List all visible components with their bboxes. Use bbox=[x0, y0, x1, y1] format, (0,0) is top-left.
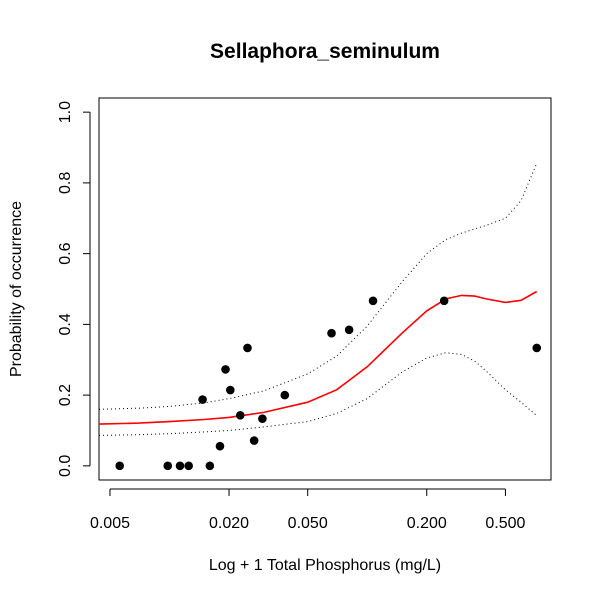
data-point bbox=[258, 414, 267, 424]
x-axis-label: Log + 1 Total Phosphorus (mg/L) bbox=[209, 557, 441, 574]
data-point bbox=[226, 385, 235, 395]
points-layer bbox=[115, 296, 542, 471]
data-point bbox=[163, 461, 173, 471]
x-tick-label: 0.050 bbox=[288, 515, 328, 532]
data-point bbox=[344, 325, 354, 335]
data-point bbox=[235, 411, 245, 420]
y-tick-label: 0.6 bbox=[57, 242, 74, 264]
data-point bbox=[439, 296, 449, 306]
data-point bbox=[221, 365, 230, 374]
y-axis: 0.0 0.2 0.4 0.6 0.8 1.0 bbox=[57, 101, 91, 477]
data-point bbox=[532, 343, 542, 353]
y-axis-label: Probability of occurrence bbox=[8, 201, 25, 377]
x-tick-label: 0.500 bbox=[485, 515, 525, 532]
data-point bbox=[280, 390, 290, 400]
chart-title: Sellaphora_seminulum bbox=[210, 40, 440, 63]
data-point bbox=[175, 461, 185, 471]
x-tick-label: 0.005 bbox=[90, 515, 130, 532]
y-tick-label: 0.0 bbox=[57, 455, 74, 477]
y-tick-label: 1.0 bbox=[57, 101, 74, 123]
data-point bbox=[249, 436, 259, 445]
data-point bbox=[215, 441, 225, 451]
x-tick-label: 0.020 bbox=[209, 515, 249, 532]
confidence-band bbox=[98, 352, 538, 436]
data-point bbox=[205, 461, 215, 471]
data-point bbox=[115, 461, 125, 471]
x-tick-label: 0.200 bbox=[407, 515, 447, 532]
data-point bbox=[243, 343, 252, 353]
x-axis: 0.005 0.020 0.050 0.200 0.500 bbox=[90, 488, 526, 532]
data-point bbox=[184, 461, 193, 471]
fitted-curve bbox=[98, 290, 538, 425]
plot-frame bbox=[98, 97, 552, 481]
y-tick-label: 0.4 bbox=[57, 313, 74, 335]
series-layer bbox=[98, 163, 538, 436]
data-point bbox=[327, 328, 336, 338]
data-point bbox=[198, 395, 207, 404]
data-point bbox=[368, 296, 378, 306]
y-tick-label: 0.2 bbox=[57, 384, 74, 406]
confidence-band bbox=[98, 163, 538, 410]
y-tick-label: 0.8 bbox=[57, 172, 74, 194]
